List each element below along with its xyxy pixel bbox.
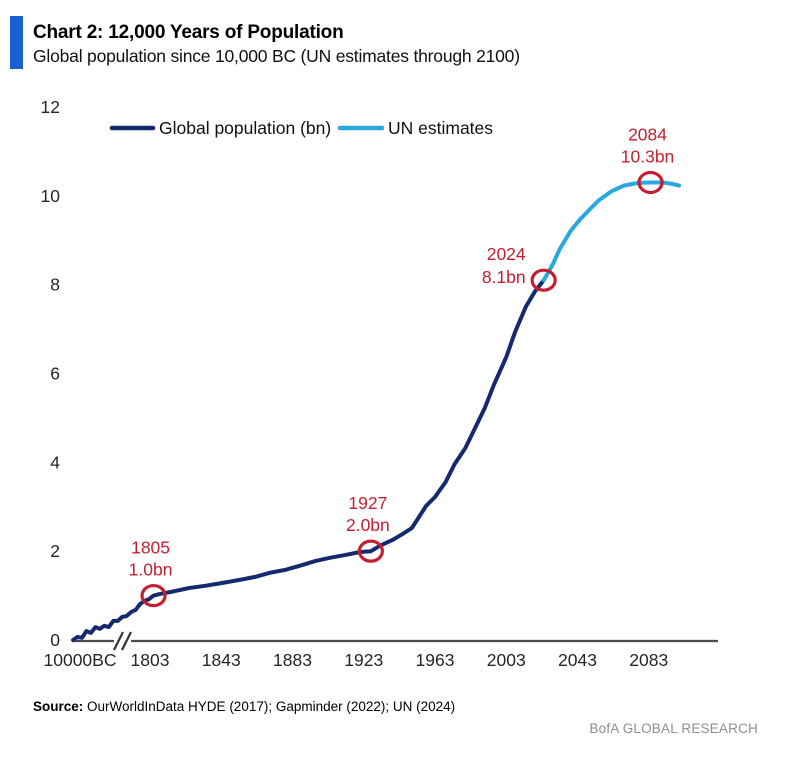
annotation-value: 8.1bn xyxy=(482,267,526,287)
annotation-circle xyxy=(637,170,664,195)
annotation-year: 2024 xyxy=(487,244,526,264)
y-axis-tick-label: 2 xyxy=(50,541,60,561)
y-axis-tick-label: 10 xyxy=(41,186,61,206)
annotation-year: 1805 xyxy=(131,538,170,558)
x-axis-tick-label: 2003 xyxy=(487,650,526,670)
global-population-line xyxy=(71,278,546,642)
x-axis-tick-label: 10000BC xyxy=(44,650,117,670)
source-label: Source: xyxy=(33,699,84,714)
x-axis-tick-label: 2083 xyxy=(629,650,668,670)
x-axis-tick-label: 1843 xyxy=(202,650,241,670)
y-axis-tick-label: 0 xyxy=(50,630,60,650)
chart-title: Chart 2: 12,000 Years of Population xyxy=(33,22,344,43)
axis-break-mask xyxy=(114,633,131,649)
y-axis-tick-label: 8 xyxy=(50,275,60,295)
legend-label: UN estimates xyxy=(388,118,493,138)
source-text: OurWorldInData HYDE (2017); Gapminder (2… xyxy=(83,699,456,714)
annotation-value: 1.0bn xyxy=(129,560,173,580)
brand-footer: BofA GLOBAL RESEARCH xyxy=(589,721,758,736)
annotation-value: 2.0bn xyxy=(346,515,390,535)
annotation-circle xyxy=(140,583,167,608)
x-axis-tick-label: 1963 xyxy=(416,650,455,670)
y-axis-tick-label: 4 xyxy=(50,452,60,472)
annotation-value: 10.3bn xyxy=(621,146,675,166)
x-axis-tick-label: 2043 xyxy=(558,650,597,670)
x-axis-tick-label: 1803 xyxy=(131,650,170,670)
y-axis-tick-label: 12 xyxy=(41,97,60,117)
title-accent-bar xyxy=(10,16,23,69)
axis-break-slash xyxy=(121,631,132,651)
chart-subtitle: Global population since 10,000 BC (UN es… xyxy=(33,46,520,66)
x-axis-tick-label: 1883 xyxy=(273,650,312,670)
un-estimates-line xyxy=(541,180,681,283)
annotation-year: 2084 xyxy=(628,124,667,144)
source-note: Source: OurWorldInData HYDE (2017); Gapm… xyxy=(33,699,455,714)
y-axis-tick-label: 6 xyxy=(50,363,60,383)
annotation-circle xyxy=(357,539,384,563)
x-axis-tick-label: 1923 xyxy=(344,650,383,670)
legend-label: Global population (bn) xyxy=(159,118,331,138)
annotation-year: 1927 xyxy=(348,493,387,513)
axis-break-slash xyxy=(113,631,124,651)
annotation-circle xyxy=(530,268,557,292)
